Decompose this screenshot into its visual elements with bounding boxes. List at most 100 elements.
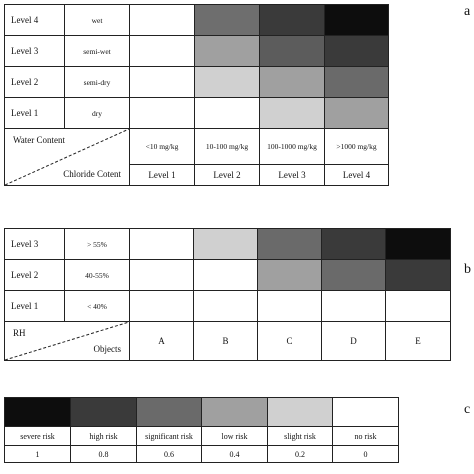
- header-row: RH Objects A B C D E: [4, 321, 451, 361]
- corner-bottom-label: Objects: [93, 344, 122, 354]
- risk-cell: [321, 228, 386, 260]
- label-row: severe risk high risk significant risk low …: [4, 426, 399, 446]
- range-label: 100-1000 mg/kg: [259, 128, 325, 165]
- chloride-level-label: Level 3: [259, 164, 325, 186]
- risk-cell: [129, 228, 194, 260]
- chloride-level-label: Level 2: [194, 164, 260, 186]
- risk-swatch: [201, 397, 268, 427]
- risk-cell: [259, 97, 325, 129]
- object-label: E: [385, 321, 451, 361]
- risk-label: low risk: [201, 426, 268, 446]
- panel-a-table: Level 4 wet Level 3 semi-wet Level 2 semi-dry…: [4, 4, 389, 186]
- table-row: Level 2 40-55%: [4, 259, 451, 291]
- table-row: Level 4 wet: [4, 4, 389, 36]
- risk-cell: [257, 228, 322, 260]
- corner-header-cell: Water Content Chloride Cotent: [4, 128, 130, 186]
- risk-cell: [129, 97, 195, 129]
- range-label: 10-100 mg/kg: [194, 128, 260, 165]
- risk-value: 1: [4, 445, 71, 463]
- panel-c-table: severe risk high risk significant risk low …: [4, 397, 399, 463]
- diagonal-divider: [5, 129, 129, 185]
- risk-cell: [129, 35, 195, 67]
- risk-cell: [321, 259, 386, 291]
- table-row: Level 3 > 55%: [4, 228, 451, 260]
- header-row: Level 1 Level 2 Level 3 Level 4: [5, 164, 389, 186]
- risk-label: significant risk: [136, 426, 202, 446]
- risk-cell: [194, 35, 260, 67]
- risk-value: 0.2: [267, 445, 333, 463]
- risk-cell: [194, 66, 260, 98]
- risk-cell: [193, 259, 258, 291]
- risk-label: slight risk: [267, 426, 333, 446]
- risk-cell: [259, 66, 325, 98]
- risk-cell: [129, 66, 195, 98]
- risk-cell: [385, 259, 451, 291]
- risk-cell: [129, 290, 194, 322]
- risk-cell: [193, 290, 258, 322]
- moisture-label: wet: [64, 4, 130, 36]
- level-label: Level 2: [4, 259, 65, 291]
- risk-value: 0.8: [70, 445, 137, 463]
- risk-cell: [385, 228, 451, 260]
- risk-cell: [194, 97, 260, 129]
- range-label: >1000 mg/kg: [324, 128, 389, 165]
- risk-cell: [324, 4, 389, 36]
- table-row: Level 1 dry: [4, 97, 389, 129]
- risk-cell: [324, 66, 389, 98]
- risk-value: 0: [332, 445, 399, 463]
- swatch-row: [4, 397, 399, 427]
- range-label: <10 mg/kg: [129, 128, 195, 165]
- level-label: Level 3: [4, 35, 65, 67]
- rh-range-label: 40-55%: [64, 259, 130, 291]
- table-row: Level 2 semi-dry: [4, 66, 389, 98]
- object-label: B: [193, 321, 258, 361]
- risk-cell: [321, 290, 386, 322]
- chloride-level-label: Level 4: [324, 164, 389, 186]
- panel-b-label: b: [464, 262, 471, 277]
- risk-cell: [129, 4, 195, 36]
- risk-cell: [259, 4, 325, 36]
- risk-cell: [194, 4, 260, 36]
- object-label: C: [257, 321, 322, 361]
- risk-cell: [257, 259, 322, 291]
- corner-bottom-label: Chloride Cotent: [63, 169, 121, 179]
- level-label: Level 4: [4, 4, 65, 36]
- chloride-level-label: Level 1: [129, 164, 195, 186]
- risk-swatch: [267, 397, 333, 427]
- level-label: Level 3: [4, 228, 65, 260]
- rh-range-label: < 40%: [64, 290, 130, 322]
- panel-a-label: a: [464, 4, 471, 19]
- panel-b-table: Level 3 > 55% Level 2 40-55% Level 1 < 40% RH O…: [4, 228, 451, 361]
- header-row: Water Content Chloride Cotent <10 mg/kg 10-…: [4, 128, 389, 186]
- risk-swatch: [136, 397, 202, 427]
- level-label: Level 1: [4, 290, 65, 322]
- rh-range-label: > 55%: [64, 228, 130, 260]
- table-row: Level 1 < 40%: [4, 290, 451, 322]
- value-row: 1 0.8 0.6 0.4 0.2 0: [4, 445, 399, 463]
- object-label: D: [321, 321, 386, 361]
- moisture-label: dry: [64, 97, 130, 129]
- level-label: Level 1: [4, 97, 65, 129]
- risk-label: high risk: [70, 426, 137, 446]
- risk-label: no risk: [332, 426, 399, 446]
- risk-cell: [324, 97, 389, 129]
- level-label: Level 2: [4, 66, 65, 98]
- risk-label: severe risk: [4, 426, 71, 446]
- risk-cell: [385, 290, 451, 322]
- object-label: A: [129, 321, 194, 361]
- risk-cell: [257, 290, 322, 322]
- risk-cell: [259, 35, 325, 67]
- table-row: Level 3 semi-wet: [4, 35, 389, 67]
- moisture-label: semi-dry: [64, 66, 130, 98]
- risk-swatch: [332, 397, 399, 427]
- risk-swatch: [70, 397, 137, 427]
- risk-swatch: [4, 397, 71, 427]
- risk-value: 0.4: [201, 445, 268, 463]
- corner-header-cell: RH Objects: [4, 321, 130, 361]
- corner-top-label: RH: [13, 328, 26, 338]
- risk-cell: [324, 35, 389, 67]
- risk-value: 0.6: [136, 445, 202, 463]
- panel-c-label: c: [464, 402, 471, 417]
- risk-cell: [129, 259, 194, 291]
- moisture-label: semi-wet: [64, 35, 130, 67]
